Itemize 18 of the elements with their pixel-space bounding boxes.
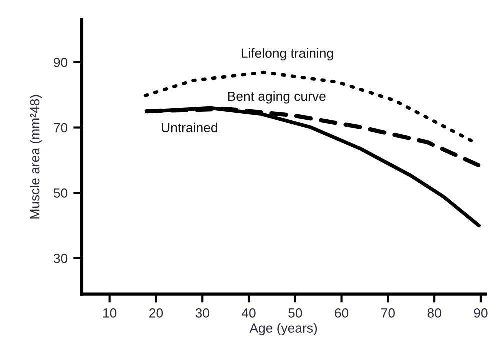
y-tick-label: 50 xyxy=(54,188,68,198)
y-tick-label: 70 xyxy=(54,123,68,133)
x-tick-label: 60 xyxy=(335,308,349,318)
y-axis-title: Muscle area (mm²48) xyxy=(30,95,42,219)
series-label: Bent aging curve xyxy=(228,91,326,104)
series-label: Lifelong training xyxy=(242,48,334,61)
x-tick-label: 10 xyxy=(104,308,117,318)
x-axis-title: Age (years) xyxy=(250,323,318,336)
x-tick-label: 50 xyxy=(288,308,302,318)
y-tick-label: 90 xyxy=(54,58,68,68)
x-tick-label: 40 xyxy=(242,308,256,318)
y-tick-label: 30 xyxy=(54,254,68,264)
x-tick-label: 80 xyxy=(428,308,442,318)
x-tick-label: 90 xyxy=(474,308,488,318)
series-label: Untrained xyxy=(162,122,218,133)
x-tick-label: 20 xyxy=(150,308,164,318)
x-tick-label: 30 xyxy=(196,308,210,318)
x-tick-label: 70 xyxy=(382,308,395,318)
